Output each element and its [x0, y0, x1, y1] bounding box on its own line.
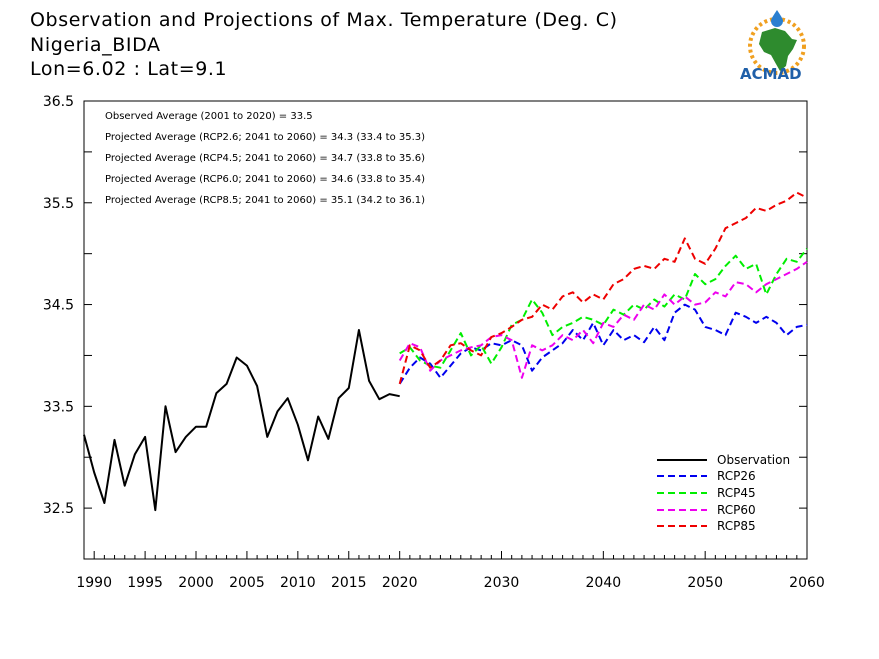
- x-tick-label: 1995: [127, 575, 163, 591]
- x-tick-label: 2040: [586, 575, 622, 591]
- annotation-rcp45-average: Projected Average (RCP4.5; 2041 to 2060)…: [105, 153, 425, 164]
- annotation-observed-average: Observed Average (2001 to 2020) = 33.5: [105, 111, 313, 122]
- chart-legend: Observation RCP26 RCP45 RCP60 RCP85: [657, 453, 790, 533]
- series-line-rcp60: [398, 260, 808, 379]
- y-tick-label: 36.5: [43, 94, 74, 110]
- annotation-rcp26-average: Projected Average (RCP2.6; 2041 to 2060)…: [105, 132, 425, 143]
- acmad-logo: ACMAD: [740, 10, 806, 83]
- series-line-observation: [83, 329, 400, 512]
- y-tick-label: 35.5: [43, 196, 74, 212]
- series-line-rcp85: [398, 191, 808, 385]
- chart-title: Observation and Projections of Max. Temp…: [30, 9, 618, 31]
- axis-ticks: 32.5 33.5 34.5 35.5 36.5 1990 1995 2000 2005 2010…: [43, 94, 825, 591]
- legend-label-rcp26: RCP26: [717, 469, 756, 483]
- chart-subtitle-coordinates: Lon=6.02 : Lat=9.1: [30, 58, 227, 80]
- legend-label-observation: Observation: [717, 453, 790, 467]
- logo-text: ACMAD: [740, 65, 802, 83]
- y-tick-label: 32.5: [43, 501, 74, 517]
- legend-label-rcp60: RCP60: [717, 503, 756, 517]
- y-tick-label: 33.5: [43, 399, 74, 415]
- x-tick-label: 2010: [280, 575, 316, 591]
- annotation-block: Observed Average (2001 to 2020) = 33.5 P…: [105, 111, 425, 206]
- x-tick-label: 1990: [76, 575, 112, 591]
- water-drop-icon: [771, 10, 783, 27]
- plot-frame: [83, 100, 808, 560]
- annotation-rcp85-average: Projected Average (RCP8.5; 2041 to 2060)…: [105, 195, 425, 206]
- plot-series: [83, 191, 808, 512]
- x-tick-label: 2000: [178, 575, 214, 591]
- x-tick-label: 2050: [687, 575, 723, 591]
- x-tick-label: 2020: [382, 575, 418, 591]
- legend-label-rcp45: RCP45: [717, 486, 756, 500]
- legend-label-rcp85: RCP85: [717, 519, 756, 533]
- x-tick-label: 2005: [229, 575, 265, 591]
- chart-subtitle-location: Nigeria_BIDA: [30, 34, 161, 56]
- x-tick-label: 2015: [331, 575, 367, 591]
- africa-map-icon: [759, 28, 797, 71]
- annotation-rcp60-average: Projected Average (RCP6.0; 2041 to 2060)…: [105, 174, 425, 185]
- x-tick-label: 2060: [789, 575, 825, 591]
- x-tick-label: 2030: [484, 575, 520, 591]
- y-tick-label: 34.5: [43, 298, 74, 314]
